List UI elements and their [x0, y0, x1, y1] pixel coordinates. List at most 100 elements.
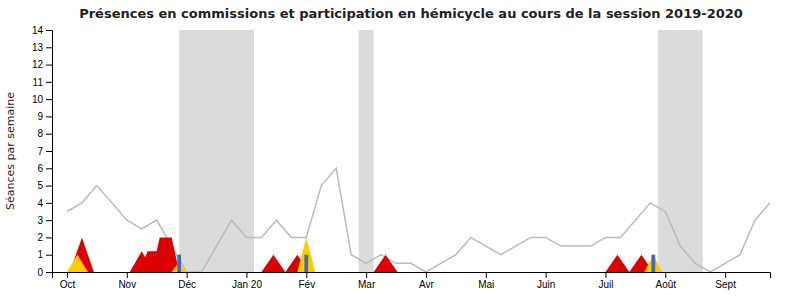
line: [67, 168, 770, 272]
y-tick-mark: [46, 30, 52, 31]
x-tick: Fév: [298, 272, 315, 290]
x-tick-mark: [486, 272, 487, 278]
y-tick-mark: [46, 186, 52, 187]
y-tick-label: 3: [37, 215, 43, 226]
y-tick: 4: [37, 198, 52, 209]
y-tick-mark: [46, 99, 52, 100]
y-tick-label: 8: [37, 128, 43, 139]
y-tick-mark: [46, 220, 52, 221]
y-tick-mark: [46, 237, 52, 238]
x-tick-mark: [546, 272, 547, 278]
y-axis-title: Séances par semaine: [4, 92, 17, 210]
y-tick-label: 11: [33, 77, 44, 88]
y-tick-label: 1: [37, 249, 43, 260]
x-tick-mark: [665, 272, 666, 278]
x-tick-mark: [725, 272, 726, 278]
x-tick-mark: [306, 272, 307, 278]
x-tick-mark: [246, 272, 247, 278]
x-tick: Août: [656, 272, 677, 290]
y-tick-label: 0: [37, 267, 43, 278]
area: [261, 255, 285, 272]
y-tick-label: 13: [32, 42, 44, 53]
y-tick-label: 7: [37, 146, 43, 157]
y-tick-label: 9: [37, 111, 43, 122]
y-tick-mark: [46, 47, 52, 48]
y-tick: 5: [37, 180, 52, 191]
x-tick: Jan 20: [232, 272, 262, 290]
y-tick: 3: [37, 215, 52, 226]
x-tick: Oct: [60, 272, 76, 290]
y-tick-label: 14: [32, 25, 44, 36]
y-tick: 1: [37, 249, 52, 260]
x-tick-label: Juin: [537, 279, 555, 290]
y-tick: 10: [32, 94, 52, 105]
x-tick: Avr: [419, 272, 434, 290]
y-tick-label: 5: [37, 180, 43, 191]
area: [374, 255, 398, 272]
y-tick-label: 2: [37, 232, 43, 243]
plot: Oct Nov Déc Jan 20 Fév Mar Avr Mai Juin Juil Août S…: [32, 25, 771, 290]
x-tick-mark: [366, 272, 367, 278]
x-tick-mark: [67, 272, 68, 278]
y-tick: 14: [32, 25, 52, 36]
y-tick-mark: [46, 272, 52, 273]
x-tick-label: Juil: [598, 279, 613, 290]
x-tick-label: Oct: [60, 279, 76, 290]
x-tick: Nov: [118, 272, 136, 290]
title: Présences en commissions et participatio…: [79, 6, 743, 21]
x-tick: Juin: [537, 272, 555, 290]
x-tick-mark: [127, 272, 128, 278]
x-tick-label: Avr: [419, 279, 434, 290]
y-tick: 6: [37, 163, 52, 174]
y-tick-label: 4: [37, 198, 43, 209]
y-tick: 8: [37, 128, 52, 139]
shaded-region: [179, 30, 254, 272]
y-tick-mark: [46, 168, 52, 169]
x-axis: Oct Nov Déc Jan 20 Fév Mar Avr Mai Juin Juil Août S…: [53, 272, 771, 290]
bar: [651, 255, 655, 272]
x-tick-label: Fév: [298, 279, 315, 290]
y-tick: 0: [37, 267, 52, 278]
shaded-region: [359, 30, 374, 272]
x-tick: Sept: [715, 272, 736, 290]
x-tick-label: Nov: [118, 279, 136, 290]
bar: [304, 255, 308, 272]
y-tick-label: 6: [37, 163, 43, 174]
x-tick: Mar: [358, 272, 376, 290]
x-tick-mark: [605, 272, 606, 278]
area: [297, 237, 315, 272]
area: [285, 255, 309, 272]
x-tick-label: Mar: [358, 279, 376, 290]
bar: [177, 255, 181, 272]
y-tick: 2: [37, 232, 52, 243]
area: [67, 255, 88, 272]
y-tick-mark: [46, 134, 52, 135]
x-tick-mark: [426, 272, 427, 278]
x-tick-label: Sept: [715, 279, 736, 290]
x-tick-label: Déc: [178, 279, 196, 290]
y-tick-mark: [46, 203, 52, 204]
y-tick: 7: [37, 146, 52, 157]
area: [644, 255, 662, 272]
y-tick-mark: [46, 151, 52, 152]
y-tick: 12: [32, 59, 52, 70]
marks: [67, 30, 770, 272]
y-axis-line: [46, 31, 53, 273]
x-axis-line: [53, 273, 771, 279]
x-tick: Déc: [178, 272, 196, 290]
area: [139, 237, 179, 272]
y-tick: 11: [33, 77, 52, 88]
y-tick-label: 10: [32, 94, 44, 105]
chart: Oct Nov Déc Jan 20 Fév Mar Avr Mai Juin Juil Août S…: [0, 0, 790, 300]
y-tick-mark: [46, 65, 52, 66]
y-tick-mark: [46, 255, 52, 256]
x-tick-label: Jan 20: [232, 279, 262, 290]
y-tick: 13: [32, 42, 52, 53]
x-tick: Juil: [598, 272, 613, 290]
x-tick-label: Mai: [478, 279, 494, 290]
y-tick-label: 12: [32, 59, 44, 70]
y-tick-mark: [46, 82, 52, 83]
y-tick: 9: [37, 111, 52, 122]
x-tick-mark: [187, 272, 188, 278]
x-tick-label: Août: [656, 279, 677, 290]
